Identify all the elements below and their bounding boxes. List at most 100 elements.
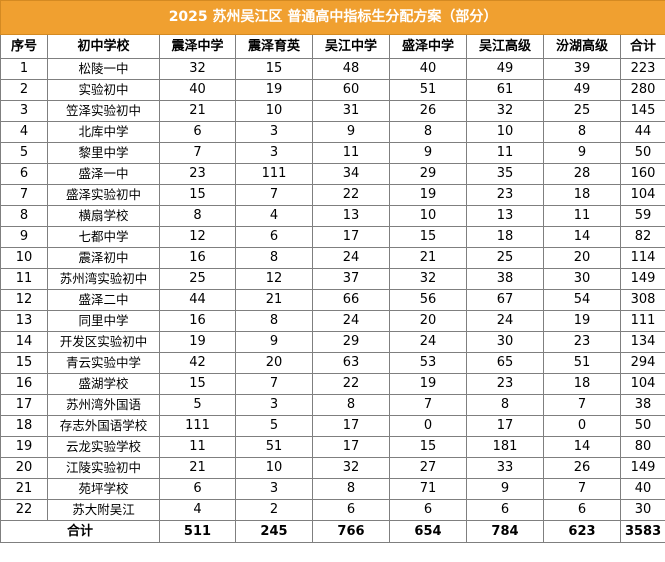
quota-cell: 15 (159, 373, 236, 395)
quota-cell: 7 (235, 184, 313, 206)
quota-cell: 3 (235, 478, 313, 500)
quota-cell: 24 (466, 310, 544, 332)
table-row: 22 苏大附吴江 4 2 6 6 6 6 30 (0, 499, 665, 521)
quota-cell: 18 (543, 373, 621, 395)
quota-cell: 25 (159, 268, 236, 290)
quota-cell: 49 (466, 58, 544, 80)
column-header: 合计 (619, 34, 665, 59)
quota-cell: 12 (159, 226, 236, 248)
quota-cell: 11 (312, 142, 390, 164)
row-total: 50 (619, 415, 665, 437)
quota-cell: 20 (235, 352, 313, 374)
quota-cell: 17 (466, 415, 544, 437)
row-index: 21 (0, 478, 48, 500)
school-name: 笠泽实验初中 (47, 100, 160, 122)
total-cell: 3583 (619, 520, 665, 543)
row-index: 14 (0, 331, 48, 353)
row-index: 11 (0, 268, 48, 290)
quota-cell: 25 (543, 100, 621, 122)
quota-cell: 8 (159, 205, 236, 227)
row-index: 7 (0, 184, 48, 206)
quota-cell: 65 (466, 352, 544, 374)
row-index: 15 (0, 352, 48, 374)
quota-cell: 32 (466, 100, 544, 122)
quota-cell: 7 (235, 373, 313, 395)
table-row: 8 横扇学校 8 4 13 10 13 11 59 (0, 205, 665, 227)
school-name: 黎里中学 (47, 142, 160, 164)
total-cell: 784 (466, 520, 544, 543)
table-row: 7 盛泽实验初中 15 7 22 19 23 18 104 (0, 184, 665, 206)
row-total: 149 (619, 268, 665, 290)
column-header: 吴江高级 (466, 34, 544, 59)
quota-cell: 6 (235, 226, 313, 248)
quota-cell: 23 (159, 163, 236, 185)
quota-cell: 3 (235, 121, 313, 143)
quota-cell: 15 (389, 436, 467, 458)
table-row: 14 开发区实验初中 19 9 29 24 30 23 134 (0, 331, 665, 353)
quota-cell: 16 (159, 310, 236, 332)
quota-cell: 51 (543, 352, 621, 374)
row-index: 4 (0, 121, 48, 143)
quota-cell: 9 (312, 121, 390, 143)
quota-cell: 39 (543, 58, 621, 80)
quota-cell: 30 (466, 331, 544, 353)
total-cell: 654 (389, 520, 467, 543)
quota-cell: 42 (159, 352, 236, 374)
school-name: 开发区实验初中 (47, 331, 160, 353)
row-index: 1 (0, 58, 48, 80)
quota-cell: 15 (235, 58, 313, 80)
quota-cell: 60 (312, 79, 390, 101)
quota-cell: 10 (235, 457, 313, 479)
quota-cell: 24 (312, 247, 390, 269)
quota-cell: 48 (312, 58, 390, 80)
table-row: 19 云龙实验学校 11 51 17 15 181 14 80 (0, 436, 665, 458)
row-total: 50 (619, 142, 665, 164)
quota-cell: 67 (466, 289, 544, 311)
row-index: 8 (0, 205, 48, 227)
row-total: 145 (619, 100, 665, 122)
quota-cell: 6 (389, 499, 467, 521)
row-index: 2 (0, 79, 48, 101)
quota-cell: 2 (235, 499, 313, 521)
school-name: 云龙实验学校 (47, 436, 160, 458)
school-name: 盛泽实验初中 (47, 184, 160, 206)
quota-cell: 21 (159, 457, 236, 479)
school-name: 震泽初中 (47, 247, 160, 269)
total-row: 合计 511 245 766 654 784 623 3583 (0, 520, 665, 543)
quota-cell: 23 (466, 184, 544, 206)
quota-cell: 40 (389, 58, 467, 80)
school-name: 存志外国语学校 (47, 415, 160, 437)
quota-cell: 53 (389, 352, 467, 374)
row-index: 17 (0, 394, 48, 416)
header-row: 序号 初中学校 震泽中学 震泽育英 吴江中学 盛泽中学 吴江高级 汾湖高级 合计 (0, 34, 665, 59)
table-row: 2 实验初中 40 19 60 51 61 49 280 (0, 79, 665, 101)
quota-cell: 29 (389, 163, 467, 185)
row-index: 16 (0, 373, 48, 395)
table-row: 5 黎里中学 7 3 11 9 11 9 50 (0, 142, 665, 164)
quota-cell: 5 (235, 415, 313, 437)
quota-cell: 17 (312, 415, 390, 437)
quota-cell: 66 (312, 289, 390, 311)
quota-cell: 8 (312, 478, 390, 500)
quota-cell: 3 (235, 142, 313, 164)
quota-cell: 18 (543, 184, 621, 206)
quota-cell: 32 (312, 457, 390, 479)
quota-cell: 44 (159, 289, 236, 311)
quota-cell: 11 (543, 205, 621, 227)
row-total: 111 (619, 310, 665, 332)
quota-cell: 15 (389, 226, 467, 248)
row-total: 294 (619, 352, 665, 374)
row-total: 104 (619, 373, 665, 395)
quota-cell: 26 (543, 457, 621, 479)
quota-cell: 4 (159, 499, 236, 521)
row-total: 44 (619, 121, 665, 143)
quota-cell: 26 (389, 100, 467, 122)
total-label: 合计 (0, 520, 160, 543)
quota-cell: 5 (159, 394, 236, 416)
total-cell: 511 (159, 520, 236, 543)
quota-cell: 35 (466, 163, 544, 185)
row-index: 19 (0, 436, 48, 458)
quota-cell: 8 (235, 247, 313, 269)
table-row: 6 盛泽一中 23 111 34 29 35 28 160 (0, 163, 665, 185)
column-header: 序号 (0, 34, 48, 59)
